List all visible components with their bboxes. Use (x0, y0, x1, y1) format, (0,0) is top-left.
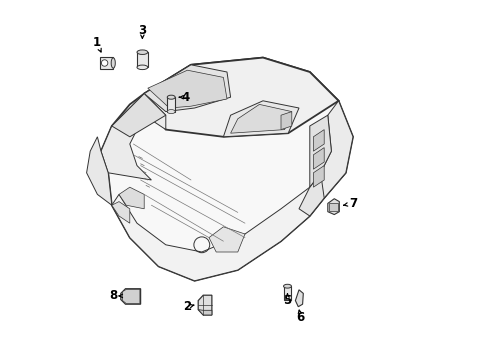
Polygon shape (101, 94, 166, 180)
Polygon shape (328, 199, 339, 215)
Text: 5: 5 (283, 294, 292, 307)
Polygon shape (314, 148, 324, 169)
Polygon shape (198, 310, 212, 315)
Polygon shape (299, 173, 324, 216)
Bar (167, 97, 175, 112)
Text: 4: 4 (182, 91, 190, 104)
Ellipse shape (137, 50, 148, 54)
Polygon shape (144, 65, 231, 112)
Polygon shape (119, 187, 144, 209)
Polygon shape (310, 101, 353, 198)
Bar (137, 52, 148, 67)
Polygon shape (281, 112, 292, 130)
Polygon shape (101, 58, 353, 281)
Bar (329, 203, 338, 211)
Circle shape (101, 60, 108, 66)
Ellipse shape (167, 95, 175, 99)
Polygon shape (295, 290, 303, 307)
Polygon shape (87, 137, 112, 205)
Polygon shape (310, 115, 331, 187)
Bar (99, 57, 113, 69)
Polygon shape (112, 162, 346, 281)
Text: 6: 6 (296, 311, 305, 324)
Polygon shape (314, 166, 324, 187)
Polygon shape (198, 295, 212, 315)
Polygon shape (144, 58, 339, 137)
Polygon shape (314, 130, 324, 151)
Text: 7: 7 (349, 197, 357, 210)
Text: 8: 8 (109, 289, 118, 302)
Bar (284, 286, 292, 300)
Ellipse shape (111, 58, 115, 68)
Polygon shape (121, 289, 141, 304)
Text: 1: 1 (93, 36, 101, 49)
Text: 2: 2 (183, 300, 192, 313)
Polygon shape (209, 227, 245, 252)
Polygon shape (112, 94, 166, 137)
Polygon shape (122, 289, 140, 303)
Polygon shape (223, 101, 299, 137)
Ellipse shape (137, 65, 148, 69)
Polygon shape (112, 202, 130, 223)
Ellipse shape (167, 109, 175, 114)
Ellipse shape (284, 284, 292, 288)
Text: 3: 3 (138, 24, 147, 37)
Polygon shape (148, 70, 227, 108)
Polygon shape (231, 104, 292, 133)
